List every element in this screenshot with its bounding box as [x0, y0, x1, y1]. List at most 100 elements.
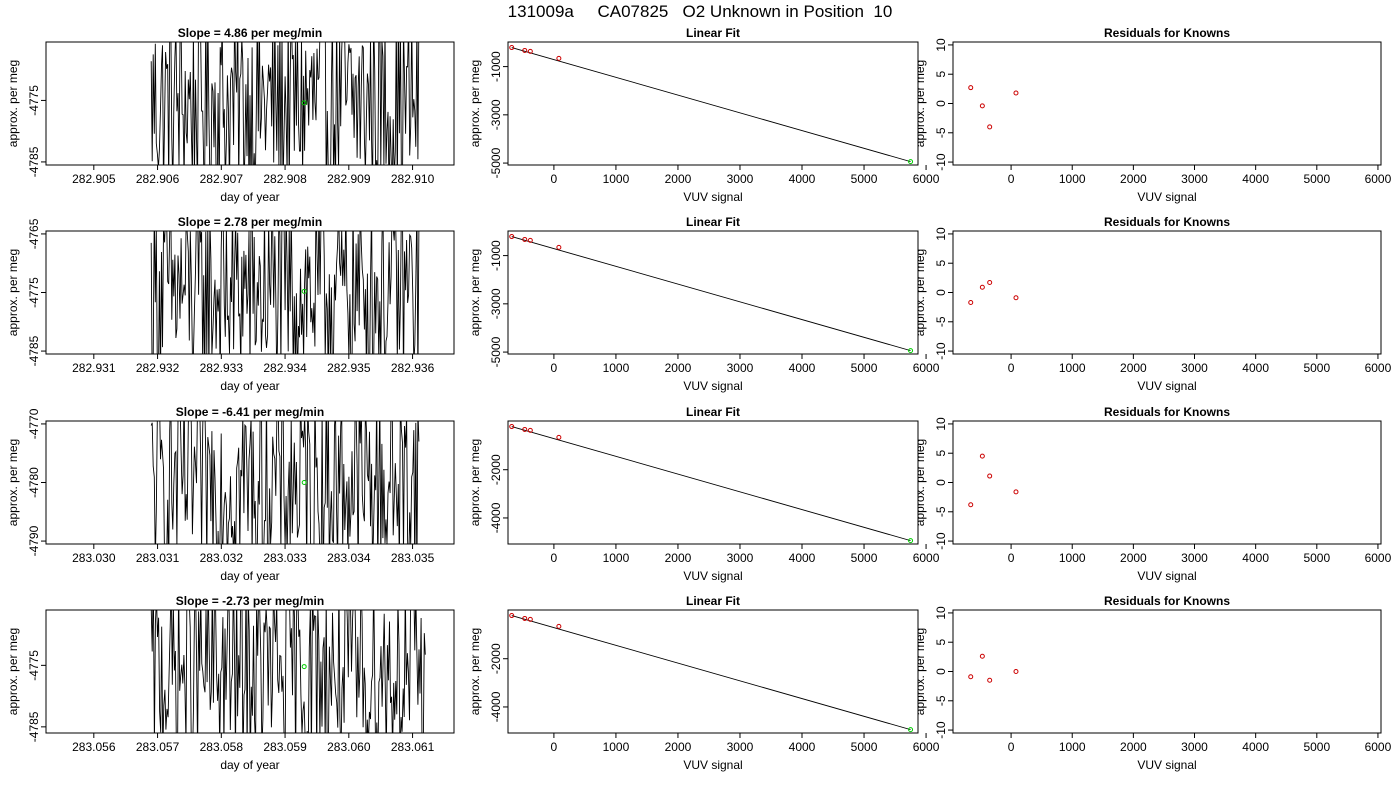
residuals-xtick-label: 5000	[1303, 740, 1330, 754]
residuals-xtick-label: 4000	[1242, 172, 1269, 186]
signal-trace	[150, 231, 420, 354]
timeseries-ytick-label: -4785	[27, 711, 41, 742]
fit-line	[511, 47, 911, 163]
linear-fit-xtick-label: 4000	[789, 740, 816, 754]
timeseries-panel: 282.905 282.906 282.907 282.908 282.909 282.9…	[6, 26, 455, 204]
timeseries-xtick-label: 282.931	[72, 361, 116, 375]
linear-fit-ylabel: approx. per meg	[468, 439, 482, 526]
signal-trace	[150, 42, 420, 165]
residuals-panel: 0 1000 2000 3000 4000 5000 6000-10-50510Residu…	[913, 405, 1392, 583]
linear-fit-xtick-label: 0	[551, 740, 558, 754]
residual-point	[987, 473, 993, 479]
timeseries-ylabel: approx. per meg	[6, 60, 20, 147]
timeseries-xlabel: day of year	[220, 569, 279, 583]
timeseries-ylabel: approx. per meg	[6, 249, 20, 336]
residuals-ytick-label: 10	[934, 227, 948, 241]
residuals-ytick-label: 10	[934, 38, 948, 52]
known-point	[556, 623, 562, 629]
linear-fit-xtick-label: 4000	[789, 172, 816, 186]
linear-fit-xtick-label: 5000	[851, 172, 878, 186]
fit-line	[511, 426, 911, 542]
linear-fit-ylabel: approx. per meg	[468, 60, 482, 147]
residual-point	[1013, 295, 1019, 301]
timeseries-ytick-label: -4775	[27, 650, 41, 681]
timeseries-xtick-label: 283.032	[200, 551, 244, 565]
linear-fit-panel: 0 1000 2000 3000 4000 5000 6000 -1000 -3000 -5000…	[468, 26, 940, 204]
residuals-xtick-label: 2000	[1120, 172, 1147, 186]
residuals-ytick-label: -5	[934, 695, 948, 706]
residuals-xtick-label: 3000	[1181, 740, 1208, 754]
linear-fit-xtick-label: 2000	[665, 361, 692, 375]
residuals-xtick-label: 1000	[1059, 551, 1086, 565]
residuals-ytick-label: 10	[934, 606, 948, 620]
residuals-frame	[952, 230, 1382, 355]
residuals-ylabel: approx. per meg	[913, 628, 927, 715]
residuals-ytick-label: 5	[934, 71, 948, 78]
residuals-ytick-label: 5	[934, 639, 948, 646]
timeseries-frame	[45, 41, 455, 166]
linear-fit-title: Linear Fit	[686, 26, 740, 40]
timeseries-title: Slope = -6.41 per meg/min	[176, 405, 324, 419]
linear-fit-ylabel: approx. per meg	[468, 628, 482, 715]
timeseries-xtick-label: 282.936	[391, 361, 435, 375]
linear-fit-xtick-label: 6000	[913, 172, 940, 186]
residuals-xtick-label: 2000	[1120, 740, 1147, 754]
residual-point	[979, 284, 985, 290]
residuals-xlabel: VUV signal	[1137, 379, 1196, 393]
unknown-point	[908, 159, 914, 165]
linear-fit-xtick-label: 1000	[603, 551, 630, 565]
signal-trace	[150, 610, 426, 733]
residual-point	[987, 280, 993, 286]
linear-fit-xtick-label: 4000	[789, 361, 816, 375]
timeseries-xtick-label: 283.033	[263, 551, 307, 565]
unknown-point	[908, 348, 914, 354]
residual-point	[1013, 489, 1019, 495]
residuals-panel: 0 1000 2000 3000 4000 5000 6000-10-50510Residu…	[913, 594, 1392, 772]
residuals-xtick-label: 5000	[1303, 361, 1330, 375]
linear-fit-xlabel: VUV signal	[683, 569, 742, 583]
residuals-xtick-label: 5000	[1303, 172, 1330, 186]
timeseries-ylabel: approx. per meg	[6, 439, 20, 526]
linear-fit-title: Linear Fit	[686, 215, 740, 229]
residuals-ytick-label: -5	[934, 316, 948, 327]
residuals-ytick-label: 0	[934, 289, 948, 296]
linear-fit-ylabel: approx. per meg	[468, 249, 482, 336]
timeseries-xtick-label: 282.933	[200, 361, 244, 375]
timeseries-title: Slope = 4.86 per meg/min	[178, 26, 322, 40]
linear-fit-xlabel: VUV signal	[683, 190, 742, 204]
linear-fit-ytick-label: -5000	[489, 147, 503, 178]
linear-fit-xtick-label: 6000	[913, 551, 940, 565]
linear-fit-xtick-label: 5000	[851, 740, 878, 754]
residuals-title: Residuals for Knowns	[1104, 26, 1230, 40]
residuals-xtick-label: 4000	[1242, 551, 1269, 565]
timeseries-title: Slope = 2.78 per meg/min	[178, 215, 322, 229]
residuals-ytick-label: -10	[934, 342, 948, 360]
residual-point	[979, 103, 985, 109]
residuals-ytick-label: 5	[934, 260, 948, 267]
linear-fit-ytick-label: -2000	[489, 643, 503, 674]
known-point	[556, 55, 562, 61]
timeseries-ylabel: approx. per meg	[6, 628, 20, 715]
linear-fit-ytick-label: -3000	[489, 288, 503, 319]
known-point	[556, 244, 562, 250]
linear-fit-xtick-label: 6000	[913, 361, 940, 375]
residuals-xtick-label: 0	[1008, 740, 1015, 754]
linear-fit-xtick-label: 0	[551, 361, 558, 375]
residuals-xtick-label: 3000	[1181, 551, 1208, 565]
residuals-ytick-label: 10	[934, 417, 948, 431]
residuals-panel: 0 1000 2000 3000 4000 5000 6000-10-50510Residu…	[913, 215, 1392, 393]
linear-fit-xtick-label: 2000	[665, 551, 692, 565]
known-point	[509, 424, 515, 430]
unknown-marker	[301, 288, 307, 294]
residuals-xtick-label: 2000	[1120, 361, 1147, 375]
timeseries-ytick-label: -4765	[27, 218, 41, 249]
unknown-marker	[301, 664, 307, 670]
linear-fit-panel: 0 1000 2000 3000 4000 5000 6000 -2000 -4000 Linea…	[468, 405, 940, 583]
residuals-xlabel: VUV signal	[1137, 569, 1196, 583]
known-point	[509, 234, 515, 240]
residual-point	[987, 677, 993, 683]
unknown-point	[908, 727, 914, 733]
residual-point	[1013, 669, 1019, 674]
residuals-frame	[952, 609, 1382, 734]
timeseries-xtick-label: 282.908	[263, 172, 307, 186]
